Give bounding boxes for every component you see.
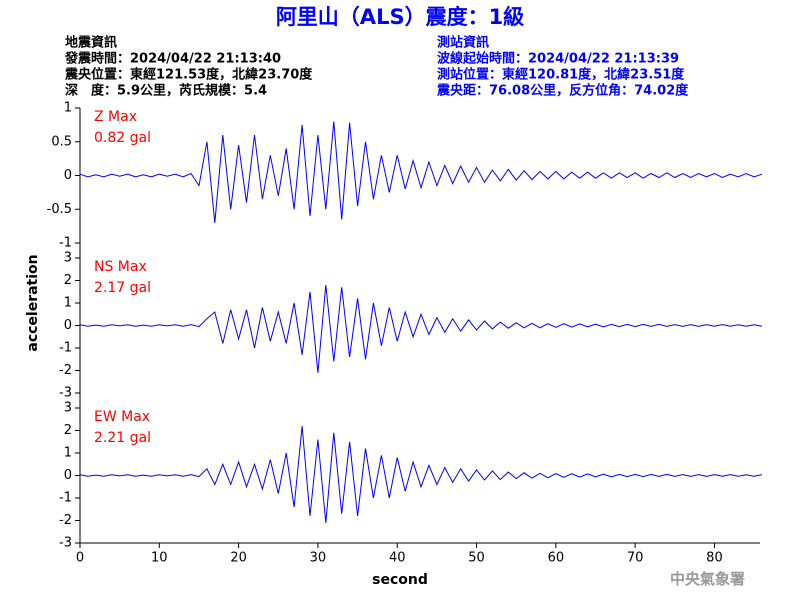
panel-subtitle: 2.21 gal [94,430,151,446]
y-tick-label: -3 [59,386,72,401]
y-tick-label: -2 [59,513,72,528]
y-tick-label: -1 [59,491,72,506]
y-tick-label: 0 [64,468,72,483]
info-line: 地震資訊 [65,35,117,51]
y-tick-label: 3 [64,401,72,416]
info-line: 震央距：76.08公里，反方位角：74.02度 [436,83,689,99]
x-tick-label: 70 [627,551,644,566]
y-tick-label: 1 [64,101,72,116]
y-tick-label: 2 [64,423,72,438]
y-tick-label: -0.5 [47,202,72,217]
x-tick-label: 0 [76,551,84,566]
x-tick-label: 80 [706,551,723,566]
panel-subtitle: 2.17 gal [94,280,151,296]
y-tick-label: -1 [59,341,72,356]
x-axis-label: second [372,572,428,588]
y-tick-label: 1 [64,446,72,461]
y-tick-label: -1 [59,236,72,251]
y-tick-label: 3 [64,251,72,266]
watermark: 中央氣象署 [670,570,745,588]
waveform [79,425,763,523]
y-tick-label: 0 [64,318,72,333]
x-tick-label: 20 [230,551,247,566]
info-line: 深 度：5.9公里，芮氏規模：5.4 [65,83,267,99]
waveform [79,284,763,373]
info-line: 波線起始時間：2024/04/22 21:13:39 [437,51,679,67]
info-line: 測站位置：東經120.81度，北緯23.51度 [437,67,685,83]
x-tick-label: 50 [468,551,485,566]
title: 阿里山（ALS）震度：1級 [276,5,524,29]
y-tick-label: -3 [59,536,72,551]
info-line: 測站資訊 [437,35,489,51]
info-line: 震央位置：東經121.53度，北緯23.70度 [64,67,313,83]
x-tick-label: 40 [389,551,406,566]
x-tick-label: 10 [151,551,168,566]
panel-subtitle: 0.82 gal [94,130,151,146]
panel-title: Z Max [94,109,137,125]
x-tick-label: 30 [310,551,327,566]
y-axis-label: acceleration [25,254,41,351]
y-tick-label: 2 [64,273,72,288]
panel-title: NS Max [94,259,147,275]
x-tick-label: 60 [548,551,565,566]
y-tick-label: -2 [59,363,72,378]
y-tick-label: 0.5 [51,134,72,149]
panel-title: EW Max [94,409,150,425]
y-tick-label: 0 [64,168,72,183]
info-line: 發震時間：2024/04/22 21:13:40 [64,51,281,67]
y-tick-label: 1 [64,296,72,311]
waveform [79,121,763,223]
